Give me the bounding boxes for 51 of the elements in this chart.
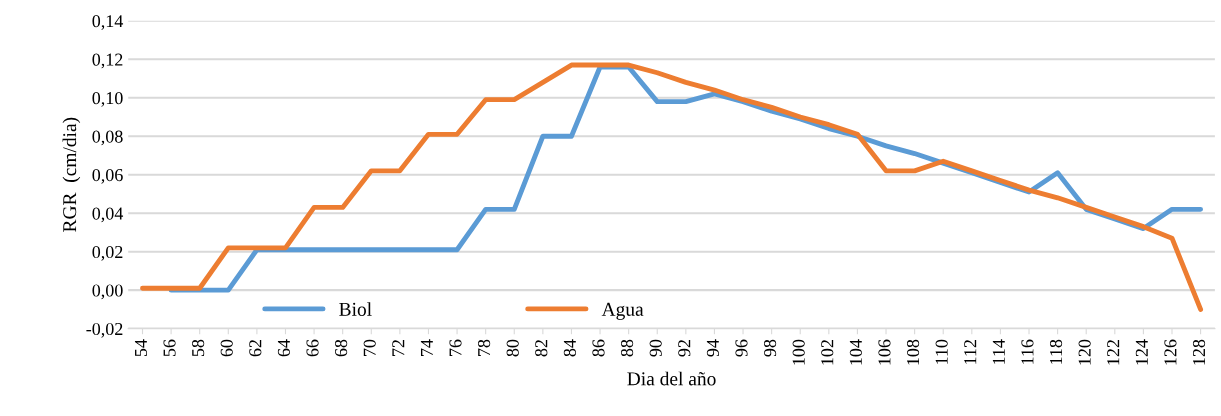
x-tick-label: 108	[906, 339, 920, 365]
x-axis-title: Dia del año	[627, 371, 716, 386]
y-tick-label: -0,02	[86, 322, 123, 338]
x-tick-label: 98	[763, 339, 777, 357]
x-tick-label: 60	[220, 339, 233, 357]
y-tick-label: 0,04	[92, 207, 124, 223]
x-tick-label: 70	[363, 339, 376, 356]
x-tick-label: 110	[935, 339, 948, 364]
x-tick-label: 72	[392, 340, 405, 356]
y-tick-label: 0,14	[92, 15, 124, 30]
x-tick-label: 78	[478, 339, 491, 356]
legend-label: Agua	[601, 302, 644, 320]
x-tick-label: 84	[563, 339, 576, 357]
x-tick-label: 94	[706, 339, 719, 357]
x-tick-label: 96	[735, 339, 748, 357]
x-tick-label: 86	[592, 339, 605, 357]
x-tick-label: 80	[506, 339, 519, 357]
x-tick-label: 104	[849, 339, 862, 365]
y-tick-label: 0,12	[92, 53, 123, 69]
x-tick-label: 62	[249, 340, 262, 357]
x-tick-label: 122	[1107, 340, 1120, 365]
x-tick-label: 114	[992, 339, 1005, 364]
y-axis-title: RGR (cm/dia)	[62, 117, 81, 232]
y-tick-label: 0,02	[92, 245, 123, 261]
x-tick-label: 120	[1078, 339, 1091, 365]
x-tick-label: 54	[134, 339, 148, 357]
x-tick-label: 100	[792, 339, 805, 365]
y-tick-label: 0,00	[92, 284, 123, 300]
x-tick-label: 74	[420, 339, 433, 356]
x-tick-label: 128	[1192, 339, 1206, 365]
x-tick-label: 68	[335, 339, 348, 357]
legend-label: Biol	[339, 302, 372, 316]
y-tick-label: 0,08	[92, 130, 123, 146]
x-tick-label: 92	[678, 340, 691, 357]
x-tick-label: 102	[821, 340, 834, 365]
x-tick-label: 88	[620, 339, 634, 357]
x-tick-label: 106	[878, 339, 891, 365]
x-tick-label: 76	[449, 339, 462, 356]
x-tick-label: 118	[1049, 339, 1063, 364]
x-tick-label: 66	[306, 339, 319, 357]
x-tick-label: 82	[535, 340, 548, 357]
y-tick-label: 0,06	[92, 168, 123, 184]
x-tick-label: 112	[964, 340, 977, 364]
x-tick-label: 64	[277, 339, 291, 357]
x-tick-label: 126	[1164, 339, 1177, 365]
y-tick-label: 0,10	[92, 92, 123, 107]
x-tick-label: 58	[192, 339, 205, 357]
x-tick-label: 56	[163, 339, 176, 357]
x-tick-label: 124	[1135, 339, 1148, 365]
x-tick-label: 116	[1021, 339, 1034, 364]
x-tick-label: 90	[649, 339, 662, 357]
